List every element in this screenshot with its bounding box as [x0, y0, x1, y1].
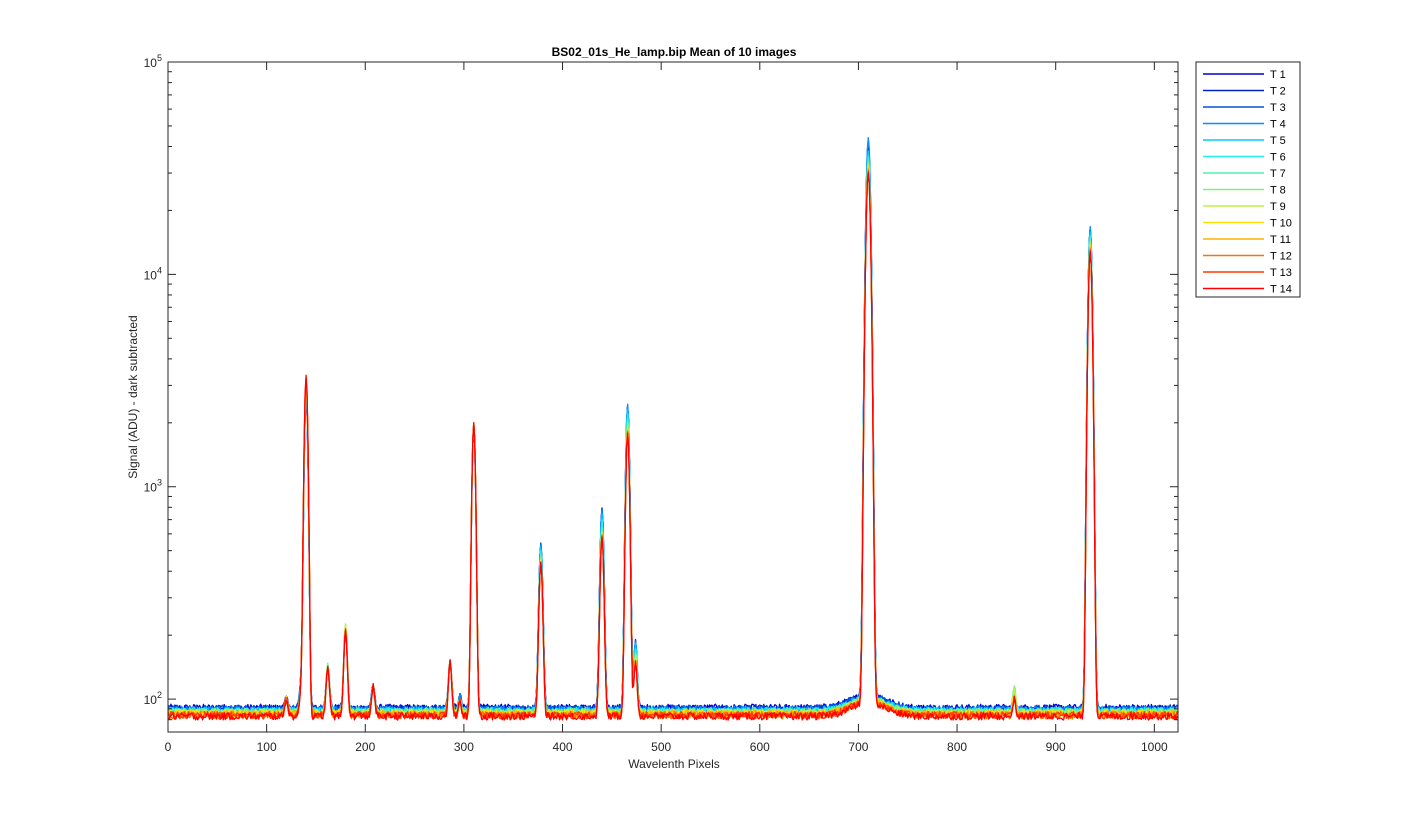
legend-entry: T 11	[1270, 234, 1291, 246]
x-axis-label: Wavelenth Pixels	[628, 757, 720, 771]
x-tick-label: 700	[848, 740, 868, 754]
x-tick-label: 400	[553, 740, 573, 754]
legend-entry: T 14	[1270, 284, 1292, 296]
legend-entry: T 7	[1270, 168, 1286, 180]
x-tick-label: 1000	[1141, 740, 1168, 754]
y-axis-label: Signal (ADU) - dark subtracted	[126, 315, 140, 478]
x-tick-label: 300	[454, 740, 474, 754]
legend-entry: T 3	[1270, 102, 1286, 114]
plot-area: 0 100 200 300 400 500 600 700 800 900 1000 102 103 10…	[144, 53, 1179, 754]
legend-entry: T 9	[1270, 201, 1286, 213]
y-tick-label: 104	[144, 265, 162, 282]
legend-entry: T 10	[1270, 218, 1292, 230]
axis-ticks: 0 100 200 300 400 500 600 700 800 900 1000 102 103 10…	[144, 53, 1178, 754]
legend-entry: T 8	[1270, 185, 1286, 197]
x-tick-label: 800	[947, 740, 967, 754]
legend-entry: T 1	[1270, 69, 1286, 81]
chart-title: BS02_01s_He_lamp.bip Mean of 10 images	[552, 45, 797, 59]
x-tick-label: 600	[750, 740, 770, 754]
legend-entry: T 5	[1270, 135, 1286, 147]
y-tick-label: 103	[144, 478, 162, 495]
legend[interactable]: T 1 T 2 T 3 T 4 T 5 T 6 T 7 T 8 T 9 T 10 T 11 T 12 T…	[1195, 61, 1301, 298]
legend-entry: T 13	[1270, 267, 1292, 279]
x-tick-label: 900	[1046, 740, 1066, 754]
x-tick-label: 100	[257, 740, 277, 754]
legend-entry: T 4	[1270, 119, 1286, 131]
y-tick-label: 102	[144, 690, 162, 707]
legend-entry: T 12	[1270, 251, 1292, 263]
series-lines	[168, 137, 1178, 721]
legend-entry: T 2	[1270, 86, 1286, 98]
legend-entry: T 6	[1270, 152, 1286, 164]
legend-items: T 1 T 2 T 3 T 4 T 5 T 6 T 7 T 8 T 9 T 10 T 11 T 12 T…	[1203, 69, 1292, 296]
series-line-14	[168, 172, 1178, 721]
y-tick-label: 105	[144, 53, 162, 70]
legend-box	[1195, 61, 1301, 298]
x-tick-label: 500	[651, 740, 671, 754]
x-tick-label: 0	[165, 740, 172, 754]
x-tick-label: 200	[355, 740, 375, 754]
axes-background	[168, 62, 1178, 732]
axes-box	[167, 61, 1179, 733]
